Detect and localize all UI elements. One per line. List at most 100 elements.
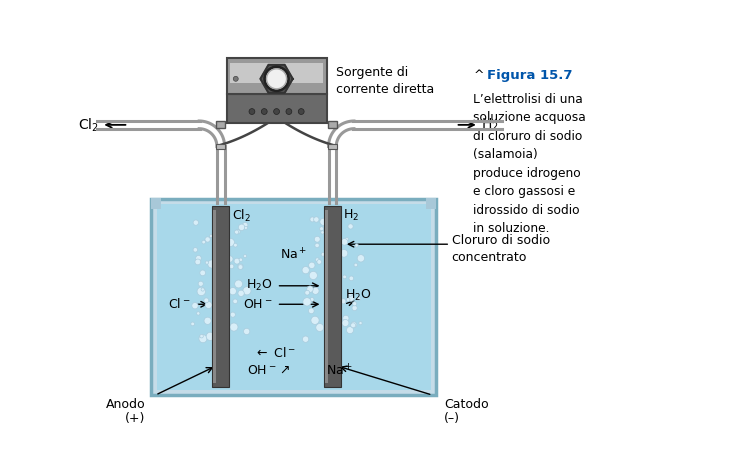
Circle shape xyxy=(227,256,233,262)
Circle shape xyxy=(312,287,319,294)
Bar xyxy=(157,204,431,390)
Text: Figura 15.7: Figura 15.7 xyxy=(487,69,573,82)
Bar xyxy=(325,210,328,383)
Circle shape xyxy=(342,319,349,326)
Circle shape xyxy=(197,287,206,296)
Circle shape xyxy=(206,261,209,264)
Circle shape xyxy=(313,217,319,222)
Circle shape xyxy=(236,230,240,234)
Text: Anodo: Anodo xyxy=(105,398,145,411)
Circle shape xyxy=(191,322,194,326)
Circle shape xyxy=(321,231,324,234)
Circle shape xyxy=(193,248,197,252)
Text: (+): (+) xyxy=(125,412,145,425)
Circle shape xyxy=(305,290,309,295)
Text: Cl$^-$: Cl$^-$ xyxy=(169,297,191,311)
Circle shape xyxy=(359,321,362,325)
Circle shape xyxy=(309,262,315,269)
Circle shape xyxy=(198,281,203,286)
Bar xyxy=(324,206,341,387)
Circle shape xyxy=(351,323,355,328)
Circle shape xyxy=(310,297,314,301)
Bar xyxy=(227,58,327,94)
Circle shape xyxy=(199,335,207,343)
Circle shape xyxy=(310,217,315,222)
Circle shape xyxy=(354,263,358,267)
Circle shape xyxy=(352,306,357,311)
Circle shape xyxy=(229,264,234,269)
Circle shape xyxy=(239,258,242,262)
Circle shape xyxy=(243,328,250,335)
Circle shape xyxy=(267,69,287,89)
Circle shape xyxy=(357,255,364,262)
Text: Na$^+$: Na$^+$ xyxy=(280,247,308,263)
Text: Cl$_2$: Cl$_2$ xyxy=(232,208,252,224)
Circle shape xyxy=(193,220,199,225)
Text: (–): (–) xyxy=(444,412,460,425)
Circle shape xyxy=(303,298,311,306)
Bar xyxy=(151,199,436,395)
Bar xyxy=(426,198,436,209)
Bar xyxy=(216,121,225,128)
Circle shape xyxy=(195,259,200,265)
Circle shape xyxy=(230,312,236,317)
Text: $\leftarrow$ Cl$^-$: $\leftarrow$ Cl$^-$ xyxy=(255,346,296,360)
Circle shape xyxy=(315,243,319,248)
Circle shape xyxy=(233,76,238,81)
Circle shape xyxy=(239,224,245,231)
Circle shape xyxy=(230,323,238,331)
Text: Cloruro di sodio
concentrato: Cloruro di sodio concentrato xyxy=(452,234,550,264)
Circle shape xyxy=(352,302,357,306)
Circle shape xyxy=(302,267,309,274)
Circle shape xyxy=(303,336,309,342)
Circle shape xyxy=(205,237,210,242)
Circle shape xyxy=(319,227,324,231)
Circle shape xyxy=(340,250,348,257)
Circle shape xyxy=(208,260,216,268)
Circle shape xyxy=(261,109,267,114)
Circle shape xyxy=(298,109,304,114)
Circle shape xyxy=(249,109,255,114)
Circle shape xyxy=(343,275,346,279)
Text: OH$^-$$\nearrow$: OH$^-$$\nearrow$ xyxy=(247,364,291,377)
Circle shape xyxy=(235,280,242,288)
Circle shape xyxy=(200,334,203,338)
Text: OH$^-$: OH$^-$ xyxy=(243,298,273,311)
Circle shape xyxy=(233,243,237,247)
Circle shape xyxy=(243,255,246,258)
Circle shape xyxy=(197,312,200,315)
Circle shape xyxy=(202,240,206,244)
Circle shape xyxy=(317,260,322,264)
Circle shape xyxy=(196,256,201,261)
Circle shape xyxy=(348,224,353,229)
Circle shape xyxy=(348,295,354,301)
Text: H$_2$: H$_2$ xyxy=(343,208,359,223)
Circle shape xyxy=(204,317,212,325)
Text: H$_2$: H$_2$ xyxy=(481,117,498,133)
Circle shape xyxy=(311,316,319,325)
Text: Na$^+$: Na$^+$ xyxy=(326,363,353,378)
Text: Cl$_2$: Cl$_2$ xyxy=(78,116,99,133)
Circle shape xyxy=(321,252,325,256)
Circle shape xyxy=(345,238,349,241)
Circle shape xyxy=(238,264,243,269)
Circle shape xyxy=(273,109,279,114)
Circle shape xyxy=(343,315,349,321)
Bar xyxy=(216,144,225,149)
Circle shape xyxy=(346,298,350,301)
Circle shape xyxy=(242,287,251,295)
Circle shape xyxy=(200,270,206,276)
Polygon shape xyxy=(261,65,293,93)
Bar xyxy=(212,206,229,387)
Circle shape xyxy=(320,218,327,225)
Circle shape xyxy=(306,286,313,293)
Circle shape xyxy=(229,288,236,295)
Circle shape xyxy=(286,109,292,114)
Circle shape xyxy=(341,299,346,304)
Circle shape xyxy=(316,324,324,332)
Circle shape xyxy=(242,222,248,228)
Bar xyxy=(328,144,337,149)
Circle shape xyxy=(201,288,204,291)
Circle shape xyxy=(238,290,244,296)
Text: L’elettrolisi di una
soluzione acquosa
di cloruro di sodio
(salamoia)
produce id: L’elettrolisi di una soluzione acquosa d… xyxy=(474,93,586,235)
